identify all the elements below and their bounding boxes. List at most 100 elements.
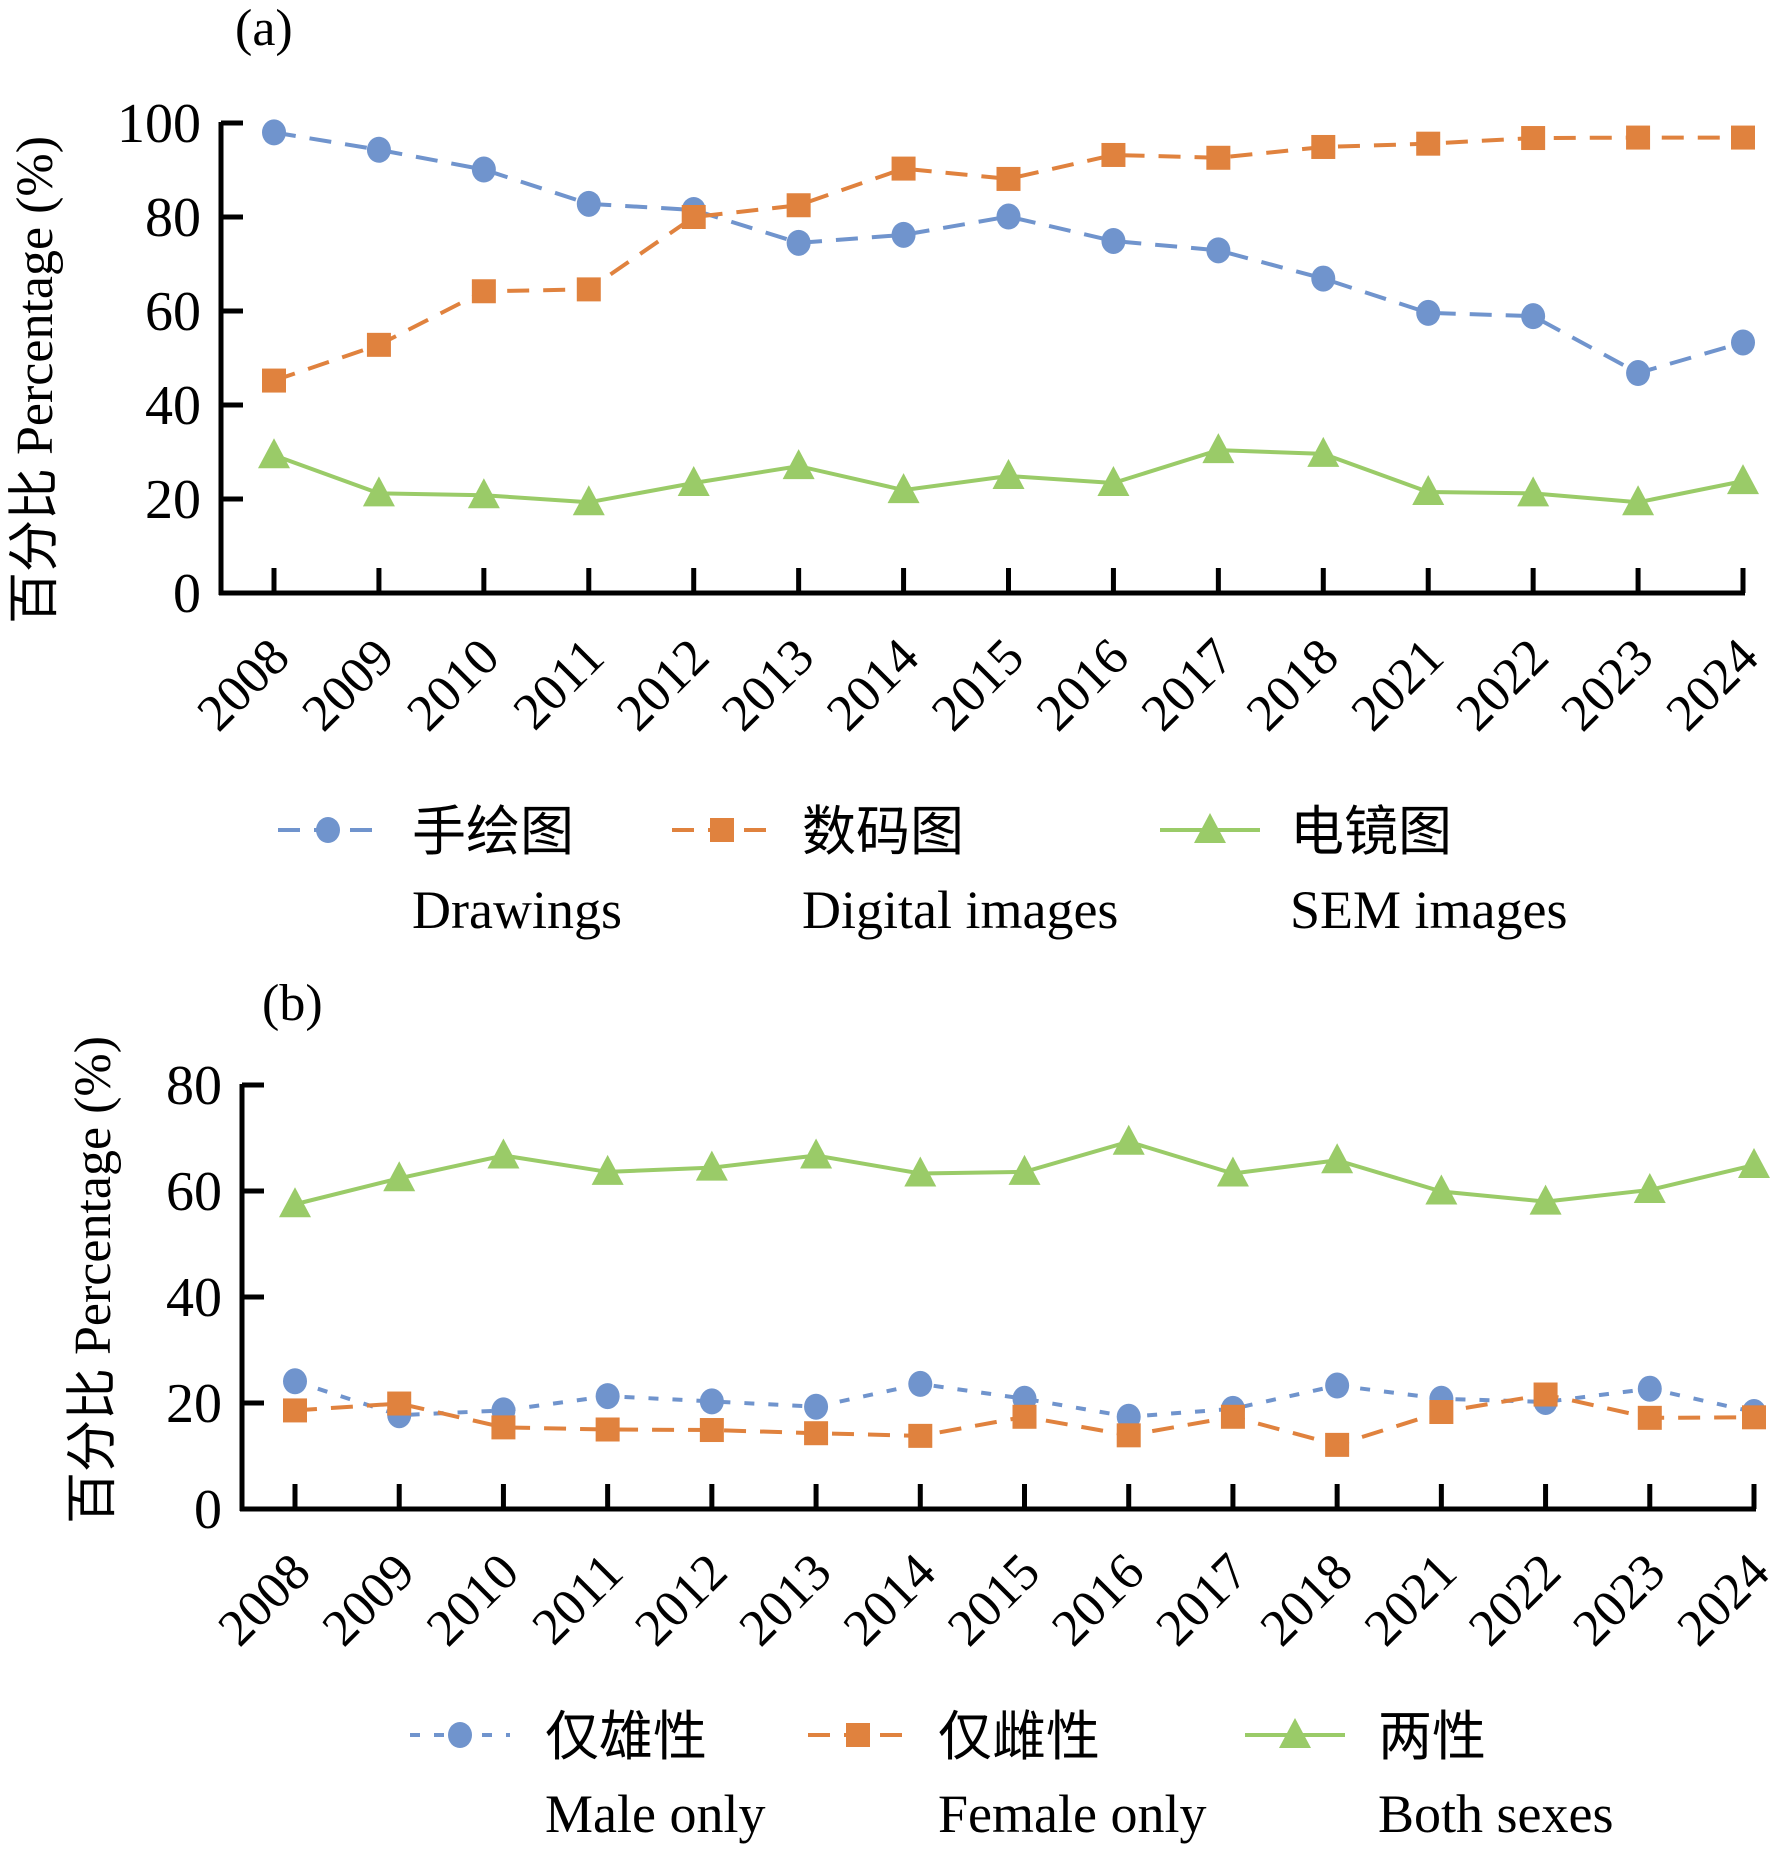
data-point-circle bbox=[1731, 329, 1755, 356]
data-point-square bbox=[1429, 1400, 1454, 1425]
x-tick-label: 2024 bbox=[1667, 1543, 1781, 1657]
data-point-square bbox=[1637, 1405, 1662, 1430]
data-point-square bbox=[1742, 1405, 1766, 1430]
data-point-circle bbox=[908, 1370, 933, 1397]
y-tick-label: 60 bbox=[145, 281, 201, 343]
legend-label-en: SEM images bbox=[1290, 880, 1568, 940]
data-point-triangle bbox=[362, 476, 395, 507]
chart-panel-a: (a) 百分比 Percentage (%) 0 20 40 60 80 100 2008200… bbox=[7, 0, 1769, 940]
x-tick-label: 2021 bbox=[1341, 628, 1455, 742]
y-tick-label: 80 bbox=[145, 187, 201, 249]
data-point-triangle bbox=[1529, 1184, 1562, 1215]
y-tick-label: 0 bbox=[173, 563, 201, 625]
data-point-triangle bbox=[1727, 464, 1759, 495]
data-point-square bbox=[1012, 1404, 1037, 1429]
data-point-triangle bbox=[887, 473, 920, 504]
data-point-circle bbox=[471, 156, 496, 183]
legend-label-en: Female only bbox=[938, 1784, 1206, 1844]
x-tick-label: 2008 bbox=[208, 1543, 322, 1657]
x-tick-label: 2021 bbox=[1354, 1543, 1468, 1657]
data-point-triangle bbox=[572, 485, 605, 516]
data-point-triangle bbox=[1112, 1124, 1145, 1155]
legend-label-en: Drawings bbox=[412, 880, 622, 940]
x-tick-label: 2015 bbox=[937, 1543, 1051, 1657]
data-point-circle bbox=[1311, 265, 1336, 292]
x-tick-label: 2017 bbox=[1146, 1543, 1260, 1657]
x-tick-label: 2014 bbox=[816, 628, 930, 742]
data-point-square bbox=[1533, 1382, 1558, 1407]
data-point-circle bbox=[1626, 360, 1651, 387]
data-point-circle bbox=[262, 119, 286, 146]
legend-label-cn: 手绘图 bbox=[412, 802, 574, 862]
x-tick-label: 2010 bbox=[396, 628, 510, 742]
data-point-circle bbox=[1116, 1403, 1141, 1430]
data-point-square bbox=[1416, 131, 1441, 156]
data-point-square bbox=[1101, 142, 1126, 167]
data-point-square bbox=[681, 205, 706, 229]
data-point-circle bbox=[996, 203, 1021, 230]
x-tick-label: 2018 bbox=[1236, 628, 1350, 742]
x-tick-label: 2012 bbox=[624, 1543, 738, 1657]
data-point-triangle bbox=[591, 1154, 624, 1185]
x-tick-label: 2017 bbox=[1131, 628, 1245, 742]
panel-label: (b) bbox=[262, 975, 323, 1032]
data-point-square bbox=[471, 279, 496, 304]
x-tick-label: 2022 bbox=[1458, 1543, 1572, 1657]
data-point-triangle bbox=[487, 1138, 520, 1169]
data-point-square bbox=[908, 1423, 933, 1448]
data-point-triangle bbox=[992, 458, 1025, 489]
data-point-triangle bbox=[904, 1156, 937, 1187]
y-tick-label: 20 bbox=[166, 1373, 222, 1435]
data-point-triangle bbox=[782, 449, 815, 480]
series-line-digital-images bbox=[273, 135, 1743, 383]
data-point-triangle bbox=[1517, 476, 1550, 507]
data-point-square bbox=[1731, 125, 1755, 150]
data-point-triangle bbox=[1202, 433, 1235, 464]
data-point-triangle bbox=[800, 1138, 833, 1169]
data-point-square bbox=[491, 1415, 516, 1440]
y-axis-title: 百分比 Percentage (%) bbox=[65, 1036, 122, 1524]
x-tick-label: 2013 bbox=[711, 628, 825, 742]
data-point-triangle bbox=[1216, 1156, 1249, 1187]
data-point-circle bbox=[1637, 1375, 1662, 1402]
x-tick-label: 2018 bbox=[1250, 1543, 1364, 1657]
data-point-circle bbox=[1206, 237, 1231, 264]
data-point-square bbox=[1626, 125, 1651, 150]
data-point-circle bbox=[1521, 303, 1546, 330]
x-tick-label: 2014 bbox=[833, 1543, 947, 1657]
x-tick-label: 2011 bbox=[522, 1543, 634, 1655]
panel-label: (a) bbox=[235, 0, 293, 57]
data-point-triangle bbox=[279, 1187, 311, 1218]
data-point-square bbox=[283, 1398, 307, 1423]
data-point-circle bbox=[1101, 227, 1126, 254]
x-tick-label: 2009 bbox=[312, 1543, 426, 1657]
legend-label-en: Male only bbox=[545, 1784, 765, 1844]
legend-marker-square bbox=[846, 1723, 870, 1747]
y-axis-title: 百分比 Percentage (%) bbox=[7, 136, 64, 624]
data-point-circle bbox=[595, 1383, 620, 1410]
data-point-square bbox=[699, 1418, 724, 1443]
x-tick-label: 2016 bbox=[1026, 628, 1140, 742]
chart-panel-b: (b)百分比 Percentage (%) 0204060802008200920… bbox=[65, 975, 1780, 1844]
y-tick-label: 40 bbox=[166, 1267, 222, 1329]
legend-marker-triangle bbox=[1279, 1718, 1311, 1748]
legend-marker-square bbox=[710, 818, 734, 842]
legend-label-cn: 仅雄性 bbox=[545, 1707, 707, 1767]
data-point-circle bbox=[576, 190, 601, 217]
data-point-square bbox=[891, 156, 916, 181]
x-tick-label: 2016 bbox=[1041, 1543, 1155, 1657]
x-tick-label: 2022 bbox=[1446, 628, 1560, 742]
data-point-circle bbox=[1325, 1372, 1350, 1399]
data-point-square bbox=[1116, 1423, 1141, 1448]
x-tick-label: 2023 bbox=[1562, 1543, 1676, 1657]
legend-label-cn: 两性 bbox=[1378, 1707, 1486, 1767]
y-tick-label: 80 bbox=[166, 1055, 222, 1117]
data-point-circle bbox=[891, 221, 916, 248]
legend-label-cn: 仅雌性 bbox=[938, 1707, 1100, 1767]
data-point-square bbox=[262, 368, 286, 393]
data-point-square bbox=[1311, 134, 1336, 159]
data-point-square bbox=[1206, 145, 1231, 170]
y-tick-label: 60 bbox=[166, 1161, 222, 1223]
data-point-square bbox=[1220, 1404, 1245, 1429]
